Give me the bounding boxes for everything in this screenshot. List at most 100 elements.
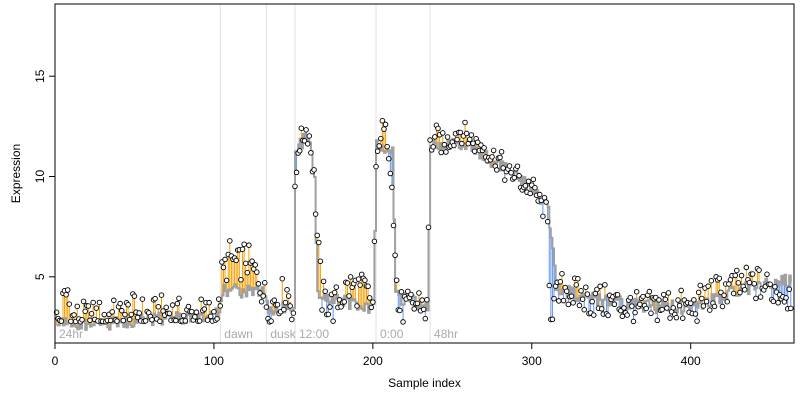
data-point — [438, 149, 444, 156]
data-point — [347, 274, 354, 280]
data-point — [301, 138, 308, 144]
data-point — [107, 317, 114, 324]
data-point — [481, 145, 487, 151]
data-point — [497, 154, 503, 161]
data-point — [207, 313, 214, 320]
data-point — [699, 295, 705, 302]
data-point — [560, 297, 567, 304]
data-point — [79, 316, 85, 323]
data-point — [131, 293, 138, 299]
data-point — [163, 304, 169, 311]
data-point — [271, 297, 278, 303]
data-point — [667, 315, 673, 321]
data-point — [341, 299, 347, 305]
data-point — [764, 271, 770, 278]
data-point — [64, 287, 71, 293]
data-point — [498, 149, 505, 155]
data-point — [614, 291, 621, 298]
data-point — [502, 177, 508, 183]
data-point — [734, 267, 740, 274]
data-point — [80, 298, 87, 305]
data-point — [384, 143, 390, 150]
data-point — [327, 304, 333, 310]
data-point — [233, 257, 239, 264]
data-point — [220, 264, 227, 271]
data-point — [109, 309, 115, 315]
data-point — [198, 296, 204, 302]
data-point — [716, 275, 723, 282]
data-point — [721, 292, 727, 299]
data-point — [741, 286, 748, 293]
data-point — [584, 291, 591, 297]
data-point — [425, 224, 432, 231]
data-point — [687, 300, 694, 307]
data-point — [325, 311, 332, 318]
data-point — [188, 308, 195, 315]
data-point — [468, 132, 475, 138]
data-point — [443, 149, 449, 155]
y-tick-label: 15 — [33, 69, 47, 83]
data-point — [575, 275, 581, 282]
region-label: dusk — [270, 327, 296, 341]
data-point — [311, 167, 317, 173]
data-point — [568, 293, 575, 299]
data-point — [152, 295, 158, 302]
data-point — [101, 311, 108, 318]
data-point — [173, 317, 179, 324]
data-point — [281, 306, 287, 313]
data-point — [66, 301, 73, 307]
data-point — [126, 316, 133, 323]
data-point — [322, 288, 328, 295]
data-point — [90, 299, 96, 306]
data-point — [71, 312, 77, 318]
data-point — [93, 305, 100, 311]
data-point — [371, 238, 378, 245]
data-point — [632, 309, 638, 316]
data-point — [540, 213, 546, 220]
data-point — [640, 293, 646, 300]
data-point — [289, 316, 295, 323]
data-point — [316, 239, 322, 246]
data-point — [775, 300, 781, 306]
region-label: 24hr — [59, 327, 83, 341]
data-point — [697, 282, 703, 289]
x-tick-label: 100 — [204, 354, 224, 368]
data-point — [366, 295, 373, 301]
region-label: 48hr — [434, 327, 458, 341]
data-point — [241, 241, 247, 247]
data-point — [753, 295, 759, 302]
data-point — [551, 295, 557, 302]
data-point — [489, 154, 495, 160]
x-tick-label: 300 — [522, 354, 542, 368]
data-point — [598, 306, 605, 312]
data-point — [565, 301, 572, 308]
data-point — [665, 290, 672, 296]
data-point — [227, 238, 233, 244]
data-point — [88, 310, 95, 317]
data-point — [563, 288, 570, 295]
data-point — [258, 298, 265, 305]
data-point — [441, 141, 448, 148]
data-point — [378, 135, 384, 142]
data-point — [292, 183, 298, 190]
data-point — [724, 298, 731, 305]
data-point — [303, 127, 309, 133]
data-point — [444, 134, 451, 140]
data-point — [392, 252, 398, 259]
data-point — [420, 306, 427, 313]
data-point — [314, 232, 320, 239]
data-point — [422, 315, 429, 322]
data-point — [416, 290, 422, 296]
x-axis-title: Sample index — [388, 376, 461, 390]
data-point — [675, 297, 681, 303]
data-point — [508, 169, 514, 176]
data-point — [738, 272, 745, 279]
data-point — [605, 312, 611, 319]
data-point — [320, 278, 327, 285]
data-point — [751, 281, 758, 287]
data-point — [559, 270, 565, 277]
data-point — [454, 136, 460, 143]
data-point — [414, 300, 421, 307]
data-point — [532, 184, 538, 191]
